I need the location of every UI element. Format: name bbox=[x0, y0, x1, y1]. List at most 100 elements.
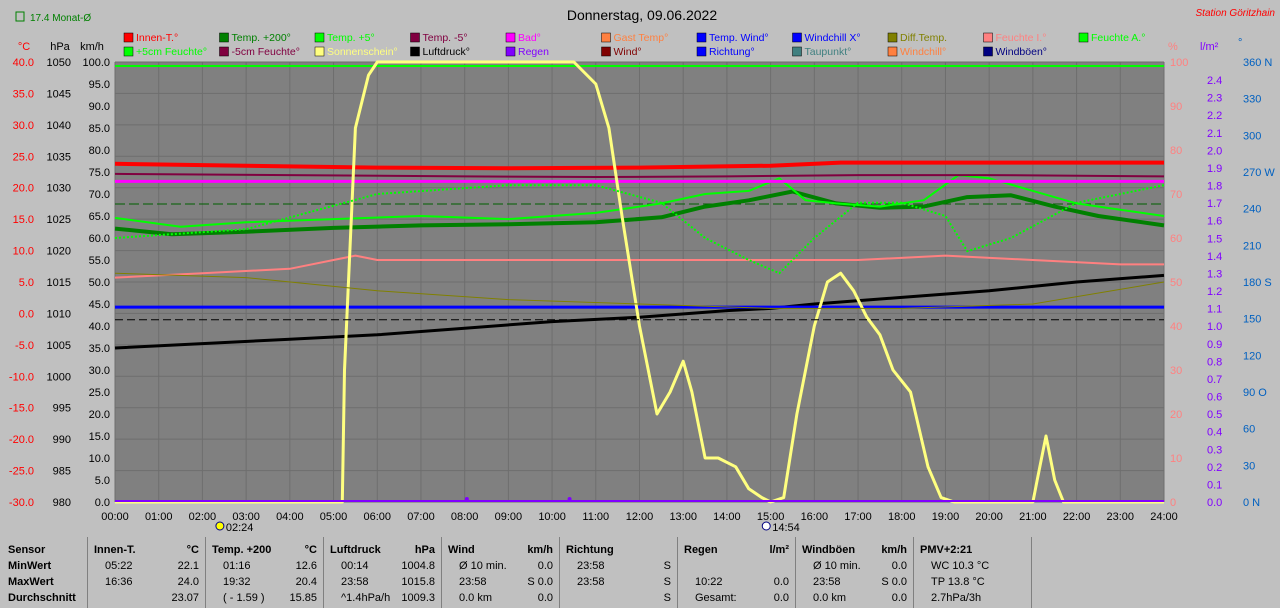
dir-tick-label: 360 N bbox=[1243, 57, 1272, 69]
legend-swatch bbox=[505, 46, 516, 57]
legend-label: Sonnenschein° bbox=[327, 46, 398, 58]
stats-cell-label: 2.7hPa/3h bbox=[931, 592, 982, 604]
rain-tick-label: 2.4 bbox=[1207, 75, 1222, 87]
pct-tick-label: 50 bbox=[1170, 277, 1182, 289]
series-line-11 bbox=[114, 272, 1165, 309]
legend-label: +5cm Feuchte° bbox=[136, 46, 207, 58]
chart-title: Donnerstag, 09.06.2022 bbox=[567, 7, 717, 23]
hpa-tick-label: 980 bbox=[53, 497, 71, 509]
stats-cell-label: 01:16 bbox=[223, 560, 251, 572]
rain-tick-label: 0.1 bbox=[1207, 479, 1222, 491]
kmh-tick-label: 0.0 bbox=[95, 497, 110, 509]
legend-swatch bbox=[219, 32, 229, 43]
stats-label-avg: Durchschnitt bbox=[8, 592, 76, 604]
legend-label: Luftdruck° bbox=[423, 46, 470, 58]
hpa-tick-label: 1035 bbox=[47, 151, 71, 163]
stats-col-2: Luftdruck hPa 00:14 1004.8 23:58 1015.8 ^1.4hP… bbox=[323, 537, 442, 608]
stats-cell-value: 15.85 bbox=[289, 592, 317, 604]
dir-tick-label: 240 bbox=[1243, 204, 1261, 216]
hpa-tick-label: 1025 bbox=[47, 214, 71, 226]
rain-tick-label: 2.1 bbox=[1207, 128, 1222, 140]
stats-col-5: Regen l/m² 10:22 0.0 Gesamt: 0.0 bbox=[677, 537, 796, 608]
sunrise-icon bbox=[215, 521, 225, 531]
stats-cell-label: Ø 10 min. bbox=[813, 560, 861, 572]
kmh-tick-label: 95.0 bbox=[89, 79, 110, 91]
legend-swatch bbox=[696, 32, 707, 43]
pct-tick-label: 30 bbox=[1170, 365, 1182, 377]
grid-lines bbox=[114, 61, 1165, 503]
series-line-6 bbox=[114, 273, 1165, 350]
temp-tick-label: 0.0 bbox=[19, 308, 34, 320]
rain-tick-label: 0.7 bbox=[1207, 374, 1222, 386]
kmh-tick-label: 10.0 bbox=[89, 453, 110, 465]
time-tick-label: 10:00 bbox=[538, 511, 566, 523]
axis-layer: °C hPa km/h 40.0 35.0 30.0 25.0 20.0 15.0 10.0 5.0… bbox=[9, 37, 1275, 534]
rain-tick-label: 0.5 bbox=[1207, 409, 1222, 421]
stats-header: Temp. +200 bbox=[212, 544, 272, 556]
stats-cell-label: 23:58 bbox=[577, 576, 605, 588]
pct-tick-label: 90 bbox=[1170, 101, 1182, 113]
legend-label: Temp. +5° bbox=[327, 32, 375, 44]
stats-cell-value: 22.1 bbox=[177, 560, 199, 572]
legend-swatch bbox=[123, 32, 134, 43]
stats-cell-value: 24.0 bbox=[177, 576, 199, 588]
stats-cell-value: S bbox=[663, 560, 671, 572]
rain-tick-label: 1.8 bbox=[1207, 181, 1222, 193]
time-tick-label: 22:00 bbox=[1063, 511, 1091, 523]
time-tick-label: 13:00 bbox=[669, 511, 697, 523]
temp-tick-label: 10.0 bbox=[13, 246, 34, 258]
kmh-tick-label: 75.0 bbox=[89, 167, 110, 179]
stats-unit: l/m² bbox=[769, 544, 789, 556]
stats-cell-label: ^1.4hPa/h bbox=[341, 592, 391, 604]
stats-cell-label: Ø 10 min. bbox=[459, 560, 507, 572]
station-name: Station Göritzhain bbox=[1196, 8, 1276, 19]
stats-cell-value: 1009.3 bbox=[401, 592, 435, 604]
time-tick-label: 20:00 bbox=[975, 511, 1003, 523]
legend-label: Windböen° bbox=[996, 46, 1047, 58]
legend-label: Temp. -5° bbox=[423, 32, 468, 44]
legend-swatch bbox=[792, 46, 802, 57]
legend-label: Feuchte A.° bbox=[1091, 32, 1145, 44]
kmh-tick-label: 90.0 bbox=[89, 101, 110, 113]
rain-tick-label: 1.9 bbox=[1207, 163, 1222, 175]
temp-axis-label: °C bbox=[18, 41, 30, 53]
dir-tick-label: 90 O bbox=[1243, 387, 1267, 399]
dir-tick-label: 0 N bbox=[1243, 497, 1260, 509]
stats-label-max: MaxWert bbox=[8, 576, 54, 588]
temp-tick-label: 20.0 bbox=[13, 183, 34, 195]
rain-tick-label: 0.8 bbox=[1207, 356, 1222, 368]
stats-unit: °C bbox=[304, 544, 317, 556]
legend-swatch bbox=[887, 32, 898, 43]
legend-swatch bbox=[696, 46, 707, 57]
temp-tick-label: -30.0 bbox=[9, 497, 34, 509]
legend-label: Gast Temp° bbox=[614, 32, 669, 44]
series-layer bbox=[114, 60, 1165, 504]
temp-tick-label: 40.0 bbox=[13, 57, 34, 69]
dir-tick-label: 180 S bbox=[1243, 277, 1272, 289]
time-tick-label: 24:00 bbox=[1150, 511, 1178, 523]
dir-tick-label: 270 W bbox=[1243, 167, 1275, 179]
pct-tick-label: 80 bbox=[1170, 145, 1182, 157]
stats-cell-label: 00:14 bbox=[341, 560, 369, 572]
stats-cell-label: WC 10.3 °C bbox=[931, 560, 990, 572]
kmh-tick-label: 65.0 bbox=[89, 211, 110, 223]
legend-swatch bbox=[123, 46, 134, 57]
kmh-tick-label: 70.0 bbox=[89, 189, 110, 201]
legend-swatch bbox=[219, 46, 229, 57]
hpa-tick-label: 1030 bbox=[47, 183, 71, 195]
stats-panel: Sensor MinWert MaxWert Durchschnitt Inne… bbox=[0, 537, 1280, 608]
kmh-tick-label: 60.0 bbox=[89, 233, 110, 245]
dir-tick-label: 210 bbox=[1243, 240, 1261, 252]
kmh-tick-label: 40.0 bbox=[89, 321, 110, 333]
time-tick-label: 11:00 bbox=[582, 511, 609, 523]
legend-swatch bbox=[410, 32, 420, 43]
hpa-tick-label: 995 bbox=[53, 403, 71, 415]
stats-cell-value: 20.4 bbox=[295, 576, 317, 588]
hpa-tick-label: 1050 bbox=[47, 57, 71, 69]
stats-cell-label: TP 13.8 °C bbox=[931, 576, 985, 588]
kmh-tick-label: 85.0 bbox=[89, 123, 110, 135]
rain-tick-label: 0.6 bbox=[1207, 392, 1222, 404]
series-line-2 bbox=[114, 174, 1165, 228]
stats-cell-value: S 0.0 bbox=[527, 576, 553, 588]
temp-tick-label: -20.0 bbox=[9, 434, 34, 446]
